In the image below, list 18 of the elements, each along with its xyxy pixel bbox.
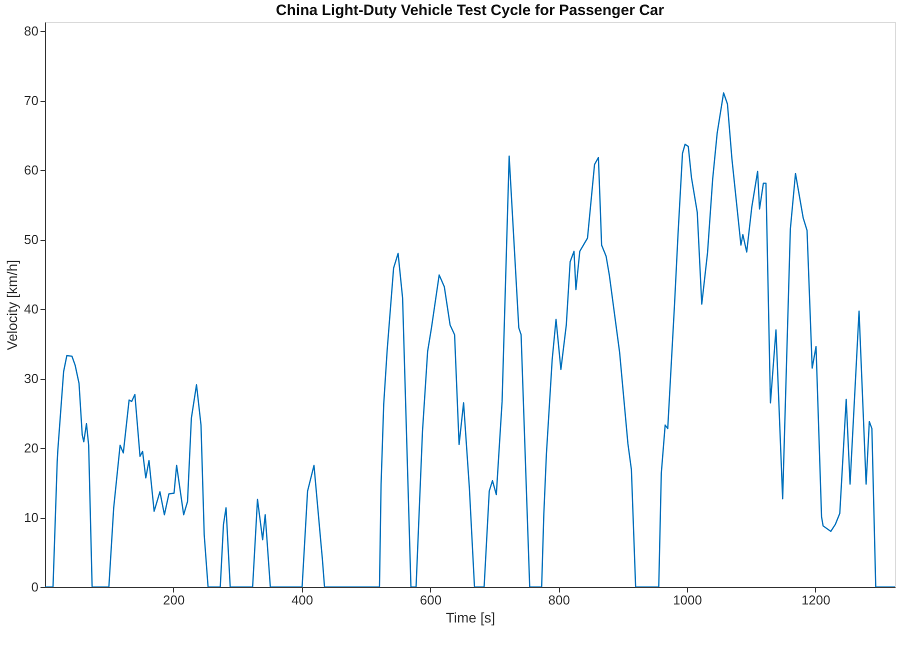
y-tick-label: 0: [31, 580, 38, 594]
y-tick-label: 80: [24, 24, 38, 39]
x-tick-label: 1200: [801, 592, 830, 608]
y-axis-title: Velocity [km/h]: [4, 260, 20, 350]
x-tick-label: 800: [548, 592, 570, 608]
y-tick-label: 30: [24, 371, 38, 386]
x-tick-label: 400: [291, 592, 314, 608]
x-tick-label: 200: [163, 592, 185, 608]
x-tick-label: 600: [420, 592, 442, 608]
chart-title: China Light-Duty Vehicle Test Cycle for Passenger Car: [276, 2, 664, 19]
y-tick-label: 50: [24, 232, 38, 248]
y-tick-label: 10: [24, 510, 38, 526]
x-axis-title: Time [s]: [446, 610, 496, 626]
y-tick-label: 60: [24, 162, 38, 178]
y-tick-label: 40: [24, 302, 38, 317]
x-tick-label: 1000: [673, 592, 702, 608]
y-tick-label: 70: [24, 93, 38, 108]
y-tick-label: 20: [24, 440, 38, 456]
